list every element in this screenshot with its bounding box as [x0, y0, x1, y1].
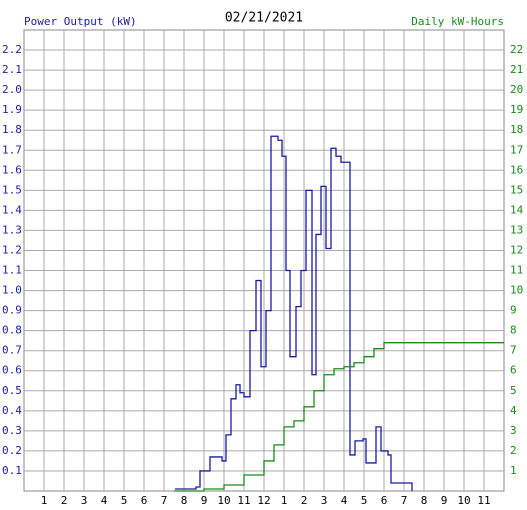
y-tick-label: 1.6	[2, 163, 22, 176]
y-tick-label: 1.9	[2, 103, 22, 116]
y2-tick-label: 16	[510, 163, 523, 176]
y2-tick-label: 13	[510, 223, 523, 236]
x-tick-label: 3	[321, 494, 328, 507]
x-tick-label: 2	[301, 494, 308, 507]
y-tick-label: 0.7	[2, 344, 22, 357]
y2-tick-label: 17	[510, 143, 523, 156]
y-tick-label: 1.2	[2, 243, 22, 256]
y2-tick-label: 14	[510, 203, 524, 216]
y-tick-label: 0.5	[2, 384, 22, 397]
series-line	[174, 342, 504, 492]
y2-tick-label: 5	[510, 384, 517, 397]
y-tick-label: 1.4	[2, 203, 22, 216]
x-tick-label: 3	[81, 494, 88, 507]
y-tick-label: 0.1	[2, 464, 22, 477]
y2-tick-label: 18	[510, 123, 523, 136]
x-tick-label: 12	[257, 494, 270, 507]
x-tick-label: 6	[381, 494, 388, 507]
y2-tick-label: 11	[510, 264, 523, 277]
y2-tick-label: 15	[510, 183, 523, 196]
y2-tick-label: 1	[510, 464, 517, 477]
y2-tick-label: 4	[510, 404, 517, 417]
y-tick-label: 0.4	[2, 404, 22, 417]
x-tick-label: 8	[181, 494, 188, 507]
x-tick-label: 6	[141, 494, 148, 507]
y2-tick-label: 21	[510, 63, 523, 76]
y-tick-label: 2.2	[2, 43, 22, 56]
x-tick-label: 9	[441, 494, 448, 507]
x-tick-label: 8	[421, 494, 428, 507]
y2-tick-label: 19	[510, 103, 523, 116]
legend-entry: Daily kW-Hours	[411, 15, 504, 28]
x-tick-label: 7	[401, 494, 408, 507]
series-line	[175, 135, 413, 491]
y2-tick-label: 3	[510, 424, 517, 437]
x-tick-label: 10	[457, 494, 470, 507]
y2-tick-label: 12	[510, 243, 523, 256]
y-tick-label: 2.0	[2, 83, 22, 96]
x-tick-label: 5	[121, 494, 128, 507]
y2-tick-label: 22	[510, 43, 523, 56]
x-tick-label: 4	[101, 494, 108, 507]
y2-tick-label: 8	[510, 324, 517, 337]
y-tick-label: 0.3	[2, 424, 22, 437]
x-tick-label: 9	[201, 494, 208, 507]
x-tick-label: 10	[217, 494, 230, 507]
y-tick-label: 0.2	[2, 444, 22, 457]
y-tick-label: 2.1	[2, 63, 22, 76]
legend-entry: Power Output (kW)	[24, 15, 137, 28]
y2-tick-label: 9	[510, 304, 517, 317]
x-tick-label: 1	[41, 494, 48, 507]
x-tick-label: 2	[61, 494, 68, 507]
y-tick-label: 1.7	[2, 143, 22, 156]
x-tick-label: 4	[341, 494, 348, 507]
chart-title: 02/21/2021	[225, 11, 303, 26]
x-tick-label: 11	[477, 494, 490, 507]
x-tick-label: 7	[161, 494, 168, 507]
x-tick-label: 11	[237, 494, 250, 507]
y-tick-label: 1.0	[2, 284, 22, 297]
y2-tick-label: 10	[510, 284, 523, 297]
y-tick-label: 1.5	[2, 183, 22, 196]
y-tick-label: 0.8	[2, 324, 22, 337]
y-tick-label: 0.9	[2, 304, 22, 317]
y2-tick-label: 20	[510, 83, 523, 96]
y-tick-label: 1.8	[2, 123, 22, 136]
y2-tick-label: 7	[510, 344, 517, 357]
y2-tick-label: 2	[510, 444, 517, 457]
y-tick-label: 1.1	[2, 264, 22, 277]
y2-tick-label: 6	[510, 364, 517, 377]
y-tick-label: 1.3	[2, 223, 22, 236]
y-tick-label: 0.6	[2, 364, 22, 377]
x-tick-label: 5	[361, 494, 368, 507]
x-tick-label: 1	[281, 494, 288, 507]
